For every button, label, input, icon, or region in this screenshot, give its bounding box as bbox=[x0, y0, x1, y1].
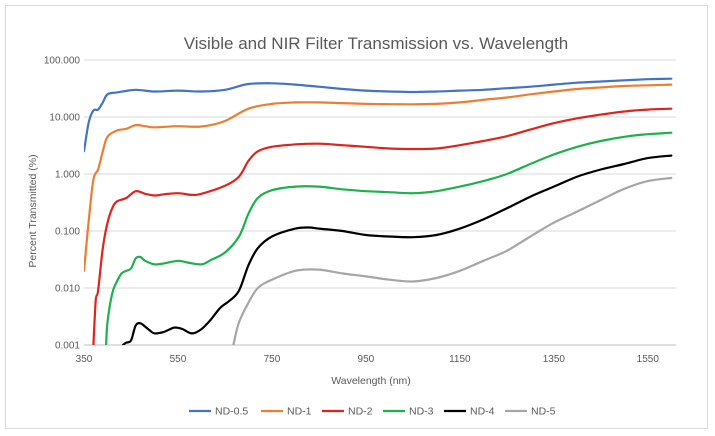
y-tick-label: 0.100 bbox=[55, 227, 80, 238]
y-tick-label: 1.000 bbox=[55, 170, 80, 181]
legend-label: ND-4 bbox=[470, 406, 495, 418]
x-tick-label: 550 bbox=[170, 354, 187, 365]
y-tick-label: 0.001 bbox=[55, 341, 80, 352]
x-tick-label: 950 bbox=[358, 354, 375, 365]
legend-label: ND-2 bbox=[348, 406, 373, 418]
legend-label: ND-1 bbox=[287, 406, 312, 418]
x-tick-label: 350 bbox=[76, 354, 93, 365]
x-tick-label: 750 bbox=[264, 354, 281, 365]
series-line-nd-5 bbox=[232, 176, 673, 345]
y-axis-ticks: 0.001 0.010 0.100 1.000 10.000 100.000 bbox=[44, 56, 81, 352]
series-group bbox=[84, 77, 673, 345]
chart-title: Visible and NIR Filter Transmission vs. … bbox=[184, 34, 569, 53]
x-axis-label: Wavelength (nm) bbox=[331, 375, 411, 387]
y-tick-label: 0.010 bbox=[55, 284, 80, 295]
series-line-nd-0.5 bbox=[84, 77, 673, 153]
legend-label: ND-3 bbox=[409, 406, 434, 418]
series-line-nd-3 bbox=[105, 131, 673, 345]
y-tick-label: 100.000 bbox=[44, 56, 81, 67]
y-tick-label: 10.000 bbox=[49, 113, 80, 124]
series-line-nd-1 bbox=[84, 83, 673, 272]
x-axis-ticks: 350 550 750 950 1150 1350 1550 bbox=[76, 354, 660, 365]
series-line-nd-4 bbox=[121, 154, 673, 345]
x-tick-label: 1150 bbox=[449, 354, 471, 365]
series-line-nd-2 bbox=[92, 107, 673, 345]
grid bbox=[84, 59, 676, 346]
x-tick-label: 1550 bbox=[637, 354, 660, 365]
y-axis-label: Percent Transmitted (%) bbox=[27, 154, 39, 267]
legend: ND-0.5 ND-1 ND-2 ND-3 ND-4 ND-5 bbox=[189, 406, 556, 418]
legend-label: ND-5 bbox=[531, 406, 556, 418]
chart-svg: Visible and NIR Filter Transmission vs. … bbox=[27, 34, 676, 418]
chart-frame: Visible and NIR Filter Transmission vs. … bbox=[5, 5, 708, 429]
x-tick-label: 1350 bbox=[543, 354, 566, 365]
legend-label: ND-0.5 bbox=[215, 406, 248, 418]
